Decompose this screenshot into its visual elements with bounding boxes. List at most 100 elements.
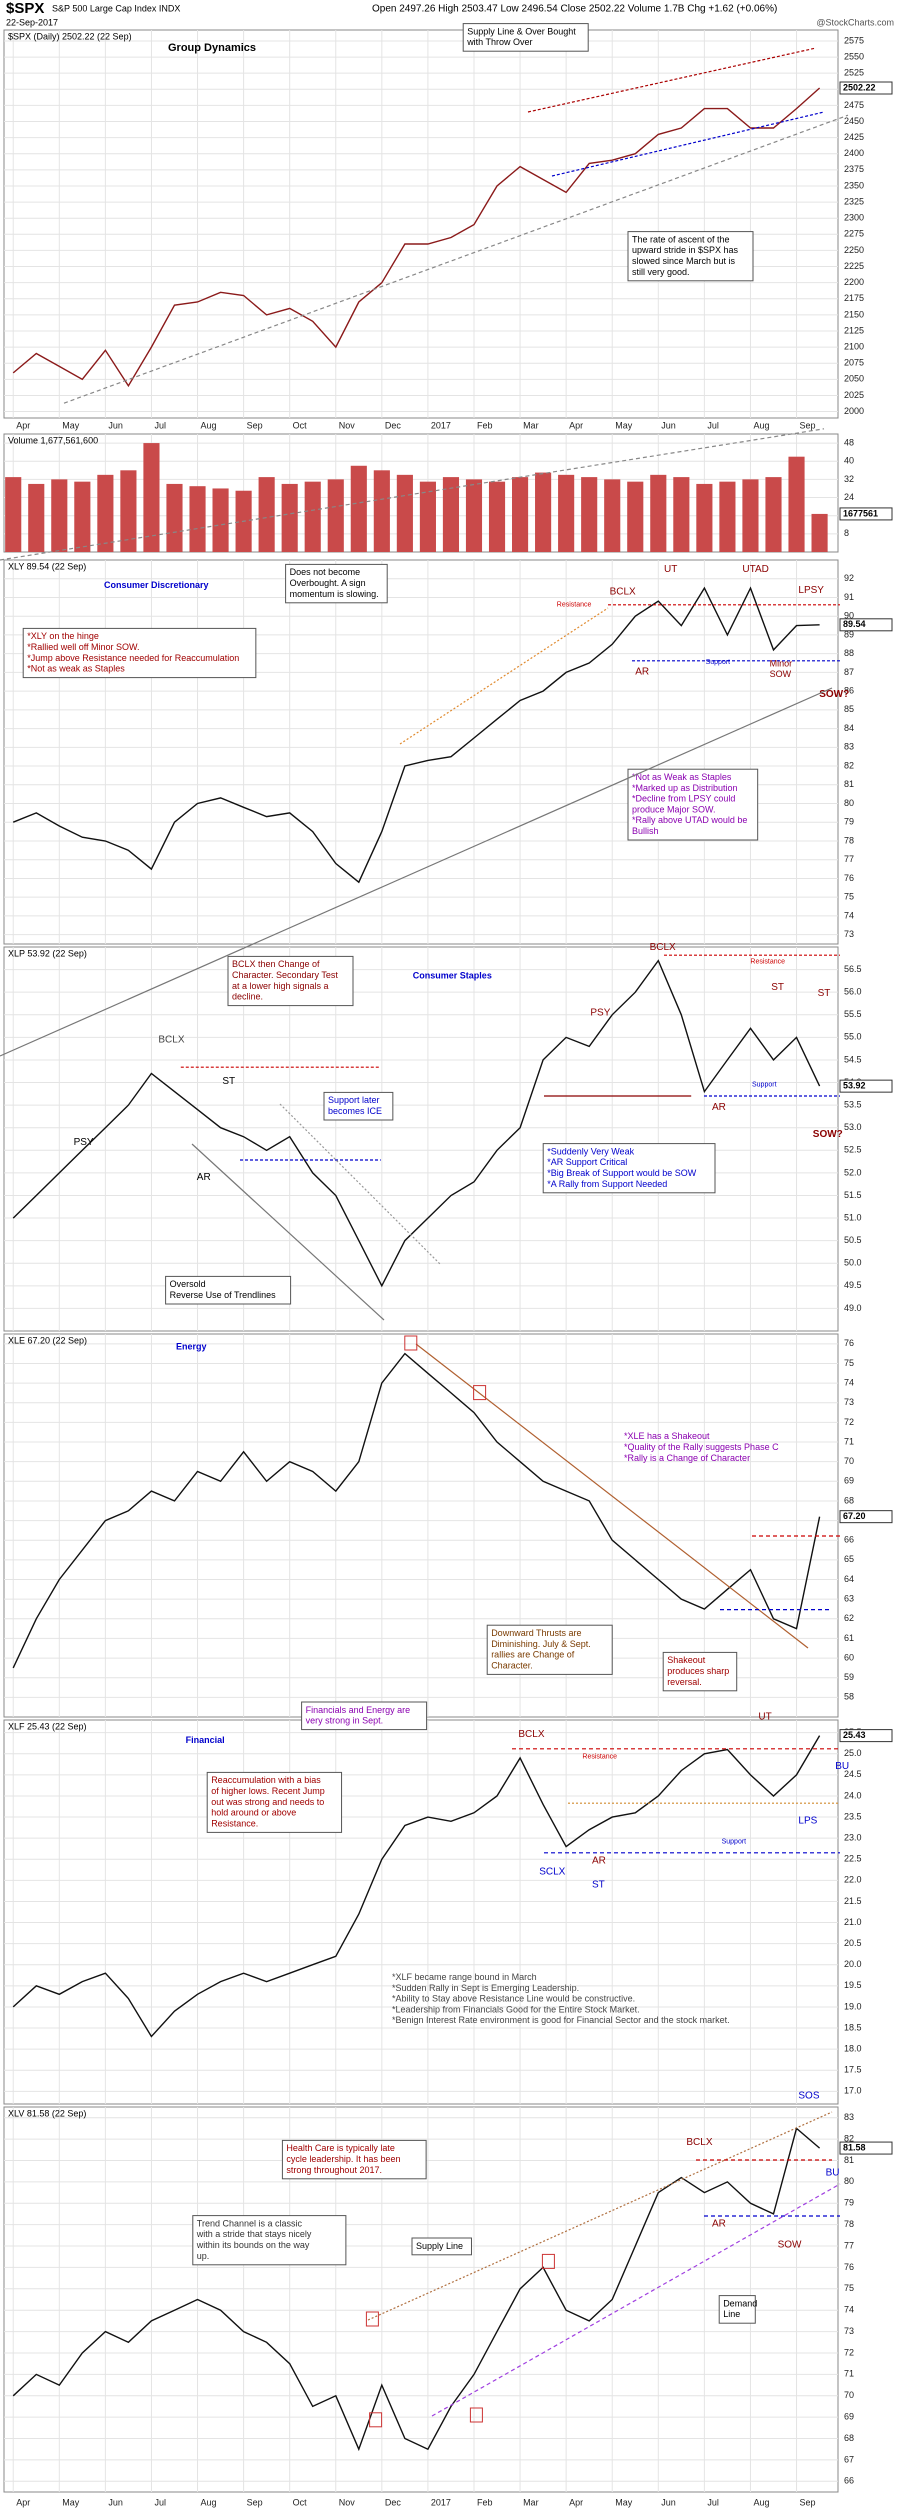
annotation: Resistance xyxy=(750,958,785,965)
annotation-box xyxy=(627,231,754,282)
volume-bar xyxy=(488,481,506,552)
marker-box xyxy=(541,2253,555,2269)
annotation: AR xyxy=(635,667,649,678)
price-line xyxy=(12,1352,821,1669)
y-tick-label: 81 xyxy=(844,779,854,789)
annotation: LPSY xyxy=(798,585,824,596)
last-value-box xyxy=(839,618,893,632)
y-tick-label: 2450 xyxy=(844,116,864,126)
marker-box xyxy=(469,2407,483,2423)
trend-line xyxy=(0,687,833,1057)
last-value-box xyxy=(839,1079,893,1093)
index-name: S&P 500 Large Cap Index INDX xyxy=(52,3,180,13)
panel-title: $SPX (Daily) 2502.22 (22 Sep) xyxy=(8,31,132,41)
y-tick-label: 70 xyxy=(844,1456,854,1466)
y-tick-label: 22.0 xyxy=(844,1875,862,1885)
x-tick-label: Sep xyxy=(800,420,816,430)
annotation: *Benign Interest Rate environment is goo… xyxy=(392,2015,730,2025)
y-tick-label: 53.5 xyxy=(844,1099,862,1109)
price-line xyxy=(12,87,821,388)
y-tick-label: 77 xyxy=(844,854,854,864)
annotation: Consumer Discretionary xyxy=(104,580,209,590)
annotation: with a stride that stays nicely xyxy=(196,2229,312,2239)
annotation: AR xyxy=(712,2219,726,2230)
x-tick-label: Aug xyxy=(753,2497,769,2507)
annotation-box xyxy=(227,955,354,1007)
annotation: Resistance xyxy=(557,602,592,609)
y-tick-label: 20.5 xyxy=(844,1938,862,1948)
annotation: SOS xyxy=(798,2091,819,2102)
annotation: up. xyxy=(197,2251,210,2261)
x-tick-label: May xyxy=(62,2497,80,2507)
annotation: BU xyxy=(835,1761,849,1772)
y-tick-label: 85 xyxy=(844,704,854,714)
trend-line xyxy=(399,607,609,745)
annotation: Minor xyxy=(770,658,793,668)
annotation: still very good. xyxy=(632,267,690,277)
last-value-label: 81.58 xyxy=(843,2142,866,2152)
annotation: *Jump above Resistance needed for Reaccu… xyxy=(27,653,239,663)
last-value-label: 67.20 xyxy=(843,1511,866,1521)
y-tick-label: 17.5 xyxy=(844,2065,862,2075)
y-tick-label: 77 xyxy=(844,2240,854,2250)
annotation: rallies are Change of xyxy=(491,1650,575,1660)
y-tick-label: 59 xyxy=(844,1672,854,1682)
volume-bar xyxy=(512,477,529,552)
y-tick-label: 2475 xyxy=(844,100,864,110)
y-tick-label: 2150 xyxy=(844,309,864,319)
y-tick-label: 2425 xyxy=(844,132,864,142)
x-tick-label: Jun xyxy=(108,420,123,430)
y-tick-label: 25.0 xyxy=(844,1748,862,1758)
annotation-box xyxy=(301,1701,428,1731)
trend-line xyxy=(279,1103,441,1265)
marker-box xyxy=(369,2412,383,2428)
annotation: Downward Thrusts are xyxy=(491,1628,581,1638)
x-tick-label: Nov xyxy=(339,2497,356,2507)
x-tick-label: Apr xyxy=(16,2497,30,2507)
x-tick-label: Aug xyxy=(201,420,217,430)
trend-line xyxy=(431,2183,841,2417)
y-tick-label: 2325 xyxy=(844,196,864,206)
y-tick-label: 71 xyxy=(844,1436,854,1446)
y-tick-label: 75 xyxy=(844,1358,854,1368)
x-tick-label: Aug xyxy=(201,2497,217,2507)
volume-bar xyxy=(74,481,91,552)
y-tick-label: 2025 xyxy=(844,390,864,400)
last-value-box xyxy=(839,2141,893,2155)
x-tick-label: Aug xyxy=(753,420,769,430)
annotation: LPS xyxy=(798,1815,817,1826)
x-tick-label: Dec xyxy=(385,420,402,430)
x-tick-label: Nov xyxy=(339,420,356,430)
y-tick-label: 75 xyxy=(844,2283,854,2293)
x-tick-label: Jun xyxy=(108,2497,123,2507)
panel-title: XLY 89.54 (22 Sep) xyxy=(8,561,86,571)
x-tick-label: Apr xyxy=(16,420,30,430)
x-tick-label: Apr xyxy=(569,420,583,430)
annotation: becomes ICE xyxy=(328,1106,382,1116)
last-value-label: 89.54 xyxy=(843,619,866,629)
y-tick-label: 52.0 xyxy=(844,1167,862,1177)
annotation: BCLX xyxy=(686,2137,712,2148)
annotation: Diminishing. July & Sept. xyxy=(491,1639,591,1649)
y-tick-label: 89 xyxy=(844,629,854,639)
y-tick-label: 58 xyxy=(844,1692,854,1702)
annotation: Character. Secondary Test xyxy=(232,970,338,980)
y-tick-label: 2400 xyxy=(844,148,864,158)
annotation: Financial xyxy=(186,1735,225,1745)
annotation: *Leadership from Financials Good for the… xyxy=(392,2004,640,2014)
volume-bar xyxy=(304,481,321,552)
volume-bar xyxy=(258,477,275,552)
panel-frame xyxy=(3,946,839,1332)
y-tick-label: 75 xyxy=(844,892,854,902)
trend-line xyxy=(551,111,825,177)
volume-bar xyxy=(28,483,45,552)
annotation: at a lower high signals a xyxy=(232,981,329,991)
annotation: Health Care is typically late xyxy=(286,2143,395,2153)
annotation-box xyxy=(285,563,388,604)
annotation: The rate of ascent of the xyxy=(632,234,730,244)
volume-bar xyxy=(558,474,575,552)
y-tick-label: 24.5 xyxy=(844,1769,862,1779)
annotation: with Throw Over xyxy=(466,37,532,47)
